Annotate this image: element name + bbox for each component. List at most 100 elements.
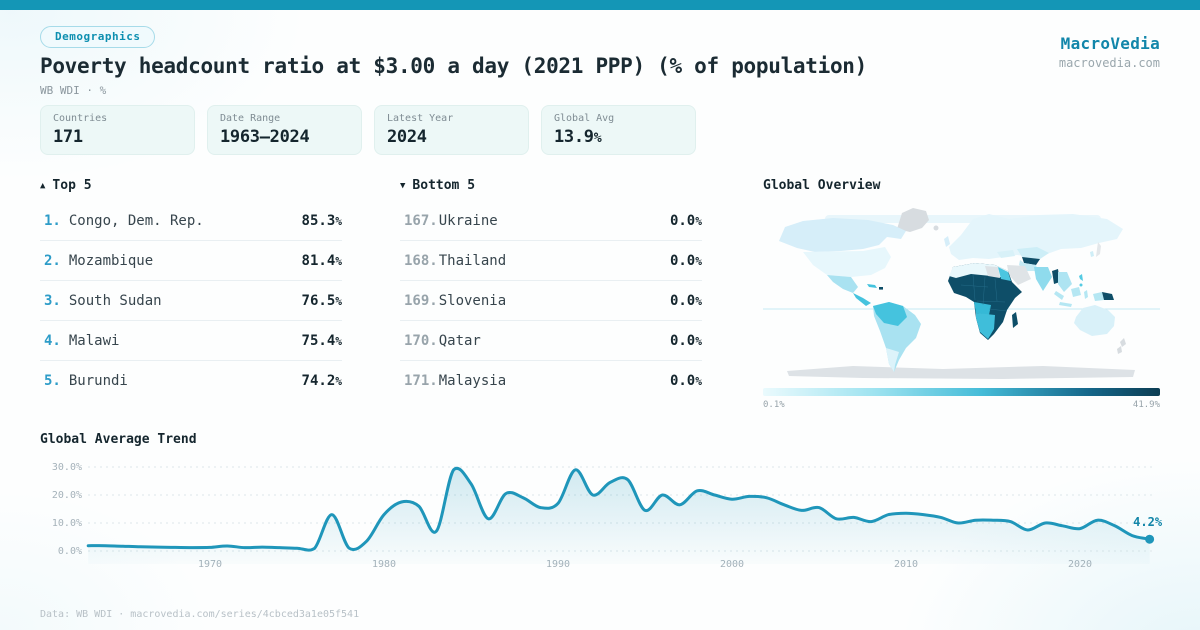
y-axis-tick-label: 0.0% <box>58 546 82 557</box>
stat-value: 1963—2024 <box>220 127 310 147</box>
country-name: Qatar <box>438 332 481 349</box>
map-region-uk <box>944 236 950 247</box>
x-axis-tick-label: 2020 <box>1068 559 1092 570</box>
source-subtitle: WB WDI · % <box>40 84 107 97</box>
brand-block: MacroVedia macrovedia.com <box>1059 34 1160 70</box>
stat-card: Date Range 1963—2024 <box>207 105 362 155</box>
percent-sign: % <box>335 294 342 308</box>
list-item: 168. Thailand 0.0% <box>400 241 702 281</box>
map-region-central-america <box>853 293 871 306</box>
list-item: 4. Malawi 75.4% <box>40 321 342 361</box>
map-region-angola-zambia <box>974 302 991 315</box>
world-choropleth-map <box>763 208 1160 379</box>
country-name: Congo, Dem. Rep. <box>68 212 204 229</box>
stat-card: Countries 171 <box>40 105 195 155</box>
trend-panel: Global Average Trend 0.0% 10.0% 20.0% 30.0%… <box>40 432 1163 580</box>
top5-rows: 1. Congo, Dem. Rep. 85.3% 2. Mozambique 81.4%… <box>40 201 342 401</box>
category-badge[interactable]: Demographics <box>40 26 156 48</box>
rank-number: 169. <box>404 292 438 309</box>
country-value: 0.0% <box>669 212 702 229</box>
map-africa-internal-borders <box>960 274 1008 312</box>
trend-area-fill <box>88 468 1150 564</box>
stat-card: Latest Year 2024 <box>374 105 529 155</box>
country-name: Thailand <box>438 252 507 269</box>
percent-sign: % <box>335 254 342 268</box>
map-region-egypt <box>998 267 1011 281</box>
y-axis-tick-label: 30.0% <box>52 462 82 473</box>
x-axis-tick-label: 2000 <box>720 559 744 570</box>
map-region-southern-africa <box>976 313 995 339</box>
country-name: Slovenia <box>438 292 507 309</box>
footer-attribution[interactable]: Data: WB WDI · macrovedia.com/series/4cb… <box>40 609 360 620</box>
country-name: Malawi <box>68 332 120 349</box>
map-region-canada <box>779 218 906 252</box>
stat-label: Global Avg <box>554 113 615 124</box>
country-name: Burundi <box>68 373 128 389</box>
country-value: 74.2% <box>301 373 342 389</box>
country-value: 0.0% <box>669 292 702 309</box>
country-value: 0.0% <box>669 252 702 269</box>
top5-heading-label: Top 5 <box>52 178 92 193</box>
map-region-southern-cone <box>886 348 899 372</box>
trend-heading: Global Average Trend <box>40 432 197 447</box>
stat-value: 2024 <box>387 127 427 147</box>
country-value: 85.3% <box>301 212 342 229</box>
percent-sign: % <box>335 334 342 348</box>
triangle-up-icon: ▲ <box>40 181 46 191</box>
percent-sign: % <box>695 214 702 228</box>
map-region-korea <box>1090 251 1094 257</box>
rank-number: 4. <box>44 332 61 349</box>
x-axis-tick-label: 2010 <box>894 559 918 570</box>
top5-heading: ▲ Top 5 <box>40 178 342 196</box>
top-accent-bar <box>0 0 1200 10</box>
list-item: 1. Congo, Dem. Rep. 85.3% <box>40 201 342 241</box>
trend-line <box>86 466 1152 552</box>
map-region-haiti <box>879 287 883 290</box>
map-region-central-asia-dark <box>1022 257 1040 265</box>
rank-number: 171. <box>404 373 438 389</box>
country-name: Mozambique <box>68 252 154 269</box>
choropleth-color-scale <box>763 388 1160 396</box>
map-region-india <box>1034 267 1052 291</box>
map-region-japan <box>1096 242 1101 257</box>
stat-label: Latest Year <box>387 113 454 124</box>
list-item: 169. Slovenia 0.0% <box>400 281 702 321</box>
top5-panel: ▲ Top 5 1. Congo, Dem. Rep. 85.3% 2. Mozambiq… <box>40 178 342 401</box>
x-axis-tick-label: 1980 <box>372 559 396 570</box>
stats-row: Countries 171 Date Range 1963—2024 Latest Ye… <box>40 105 696 155</box>
map-region-indochina <box>1058 272 1072 292</box>
map-region-greenland <box>897 208 929 232</box>
rank-number: 170. <box>404 332 438 349</box>
scale-max-label: 41.9% <box>1132 400 1160 410</box>
trend-end-dot <box>1145 534 1155 544</box>
list-item: 2. Mozambique 81.4% <box>40 241 342 281</box>
stat-label: Date Range <box>220 113 281 124</box>
percent-sign: % <box>695 254 702 268</box>
map-region-papua-new-guinea <box>1102 292 1114 300</box>
y-axis-tick-label: 10.0% <box>52 518 82 529</box>
list-item: 5. Burundi 74.2% <box>40 361 342 401</box>
brand-domain[interactable]: macrovedia.com <box>1058 56 1160 70</box>
rank-number: 168. <box>404 252 438 269</box>
bottom5-panel: ▼ Bottom 5 167. Ukraine 0.0% 168. Thailand 0.0… <box>400 178 702 401</box>
x-axis-tick-label: 1970 <box>198 559 222 570</box>
list-item: 171. Malaysia 0.0% <box>400 361 702 401</box>
map-panel: Global Overview <box>763 178 1160 410</box>
country-name: Malaysia <box>438 373 507 389</box>
country-value: 75.4% <box>301 332 342 349</box>
list-item: 3. South Sudan 76.5% <box>40 281 342 321</box>
map-region-new-zealand <box>1117 338 1126 354</box>
rank-number: 1. <box>44 212 61 229</box>
bottom5-heading: ▼ Bottom 5 <box>400 178 702 196</box>
brand-name[interactable]: MacroVedia <box>1060 34 1160 53</box>
triangle-down-icon: ▼ <box>400 181 406 191</box>
map-region-libya <box>985 266 1000 278</box>
stat-value: 13.9% <box>554 127 602 147</box>
rank-number: 3. <box>44 292 61 309</box>
map-region-caribbean <box>867 284 877 288</box>
percent-sign: % <box>695 375 702 388</box>
map-region-indonesia <box>1054 287 1104 307</box>
country-name: Ukraine <box>438 212 498 229</box>
percent-sign: % <box>695 334 702 348</box>
y-axis-tick-label: 20.0% <box>52 490 82 501</box>
